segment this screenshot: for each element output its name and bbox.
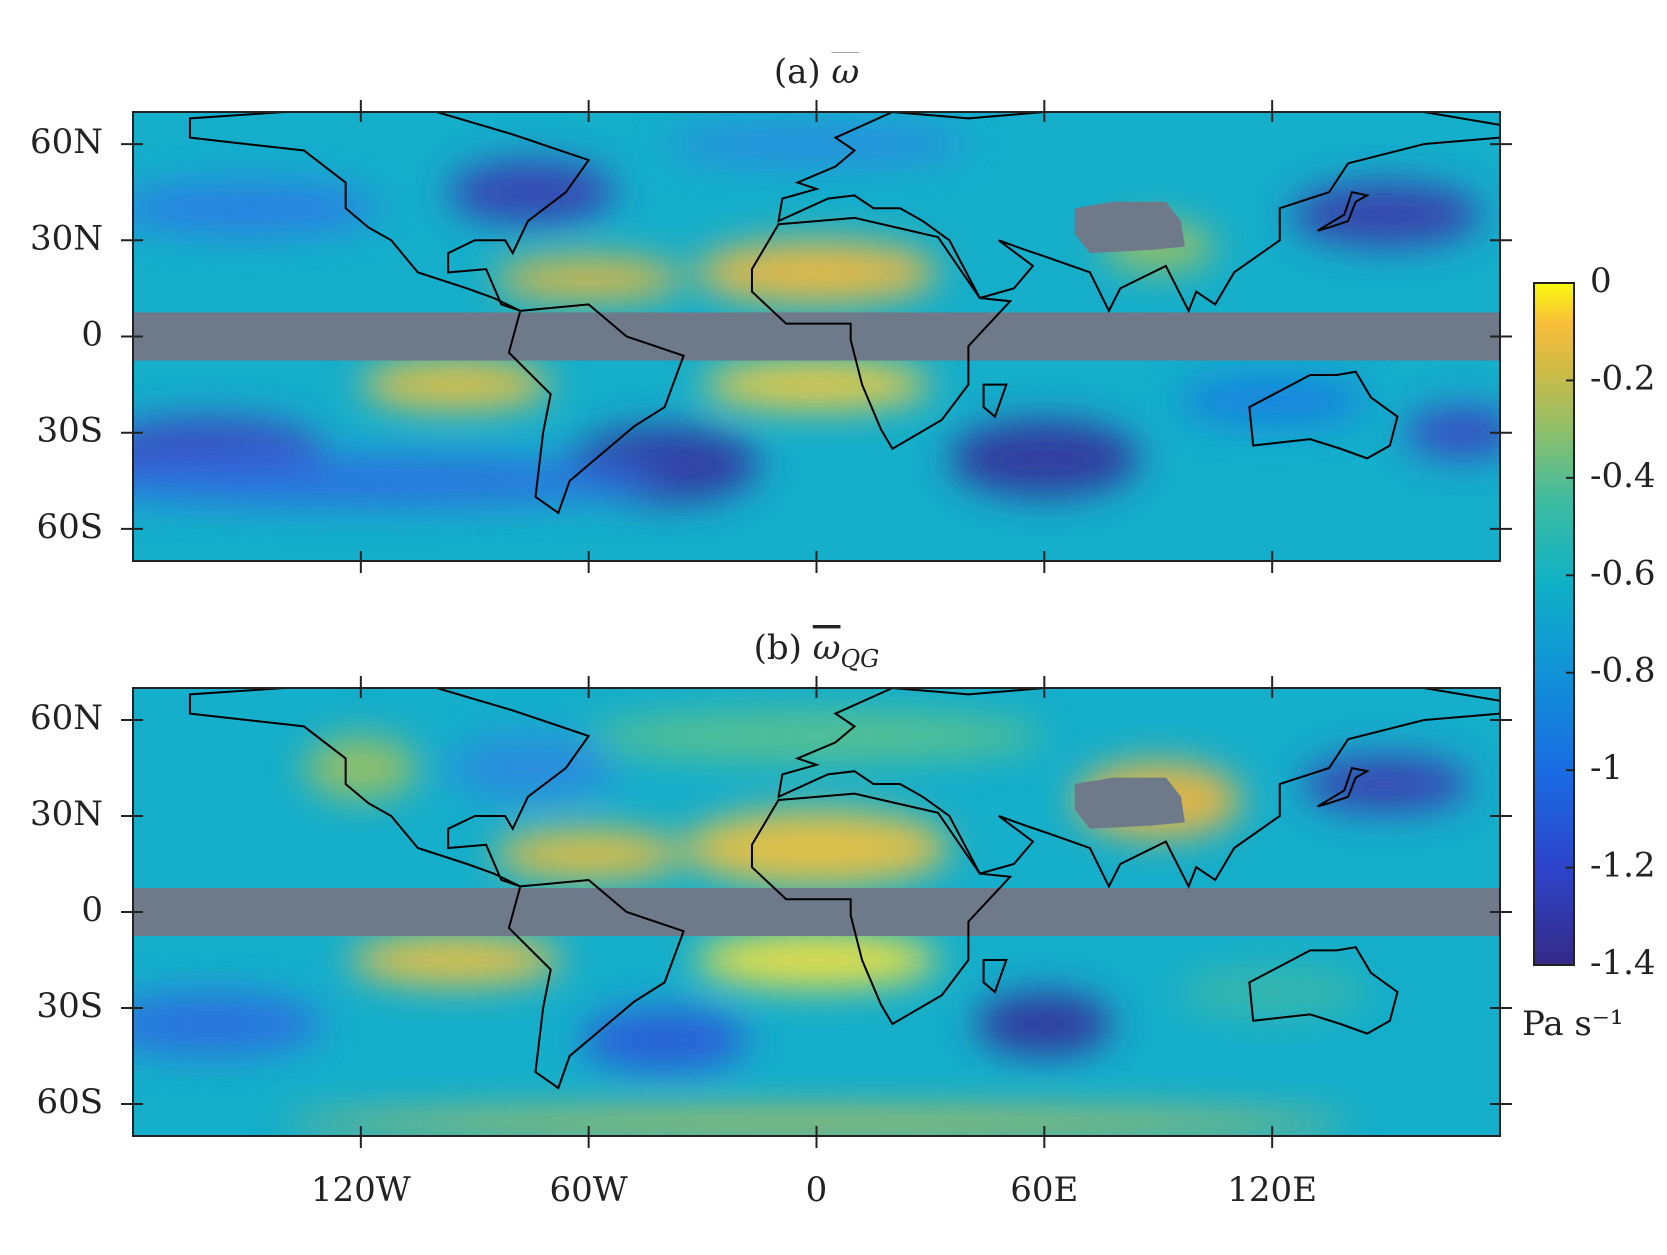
field-blob [493, 256, 684, 302]
colorbar-tick-label: -0.6 [1590, 553, 1656, 593]
panel-subscript: QG [840, 645, 879, 673]
coastline [188, 688, 591, 888]
panel-label: (b) [754, 628, 802, 668]
x-tick-label: 60E [1010, 1170, 1078, 1210]
y-tick-label: 30N [30, 794, 103, 834]
coastline [1248, 946, 1399, 1035]
colorbar-tick-label: -0.4 [1590, 456, 1656, 496]
y-tick-label: 60N [30, 122, 103, 162]
y-tick-label: 30S [36, 411, 103, 451]
coastline [982, 383, 1008, 419]
colorbar-units: Pa s⁻¹ [1522, 1004, 1623, 1044]
field-blob [1405, 407, 1500, 459]
coastline [507, 878, 685, 1090]
y-tick-label: 30S [36, 986, 103, 1026]
field [133, 124, 1500, 507]
field-blob [448, 160, 616, 225]
field-blob [683, 809, 950, 887]
field-blob [702, 358, 931, 411]
field-blob [975, 992, 1113, 1056]
coastline [750, 216, 1013, 451]
coastline [1317, 191, 1370, 232]
map-panel [133, 688, 1500, 1136]
y-tick-label: 60S [36, 507, 103, 547]
colorbar-tick-label: -0.8 [1590, 651, 1656, 691]
x-tick-label: 120E [1227, 1170, 1317, 1210]
field-blob [133, 455, 665, 507]
field-blob [1177, 374, 1368, 427]
colorbar-tick-label: 0 [1590, 261, 1612, 301]
y-tick-label: 30N [30, 218, 103, 258]
colorbar-tick-label: -1 [1590, 748, 1623, 788]
field-blob [1177, 966, 1368, 1018]
masked-plateau [1074, 777, 1185, 829]
panel-symbol: ω [813, 628, 841, 668]
x-tick-label: 120W [311, 1170, 411, 1210]
coastline [507, 303, 685, 515]
field-blob [303, 736, 418, 800]
masked-band [133, 312, 1500, 361]
field-blob [949, 419, 1140, 497]
coastline [1248, 370, 1399, 460]
y-tick-label: 60N [30, 698, 103, 738]
field-blob [284, 1110, 1349, 1136]
coastline [188, 112, 591, 312]
panel-title: (a) ω [774, 52, 859, 92]
colorbar [1533, 282, 1575, 966]
x-tick-label: 60W [550, 1170, 628, 1210]
field-blob [349, 934, 563, 986]
field-blob [694, 240, 939, 305]
colorbar-tick-label: -1.4 [1590, 943, 1656, 983]
y-tick-label: 60S [36, 1082, 103, 1122]
coastline [750, 792, 1013, 1026]
panel-symbol: ω [831, 52, 859, 92]
field-blob [133, 992, 323, 1056]
field-blob [493, 828, 684, 881]
field-blob [1291, 182, 1482, 247]
field-blob [448, 736, 616, 800]
masked-band [133, 888, 1500, 936]
field-blob [133, 182, 380, 234]
y-tick-label: 0 [81, 315, 103, 355]
masked-plateau [1074, 201, 1185, 254]
field-blob [664, 124, 969, 164]
coastline [777, 112, 1500, 314]
map-panel [133, 112, 1500, 561]
field-blob [588, 710, 1045, 762]
coastline [777, 688, 1500, 889]
colorbar-tick-label: -1.2 [1590, 846, 1656, 886]
x-tick-label: 0 [806, 1170, 828, 1210]
coastline [982, 959, 1008, 994]
panel-label: (a) [774, 52, 821, 92]
panel-title: (b) ωQG [754, 628, 880, 673]
coastline [1317, 766, 1370, 808]
field-blob [360, 358, 551, 411]
y-tick-label: 0 [81, 890, 103, 930]
field-blob [694, 931, 939, 989]
colorbar-tick-label: -0.2 [1590, 358, 1656, 398]
field-blob [581, 1008, 749, 1072]
